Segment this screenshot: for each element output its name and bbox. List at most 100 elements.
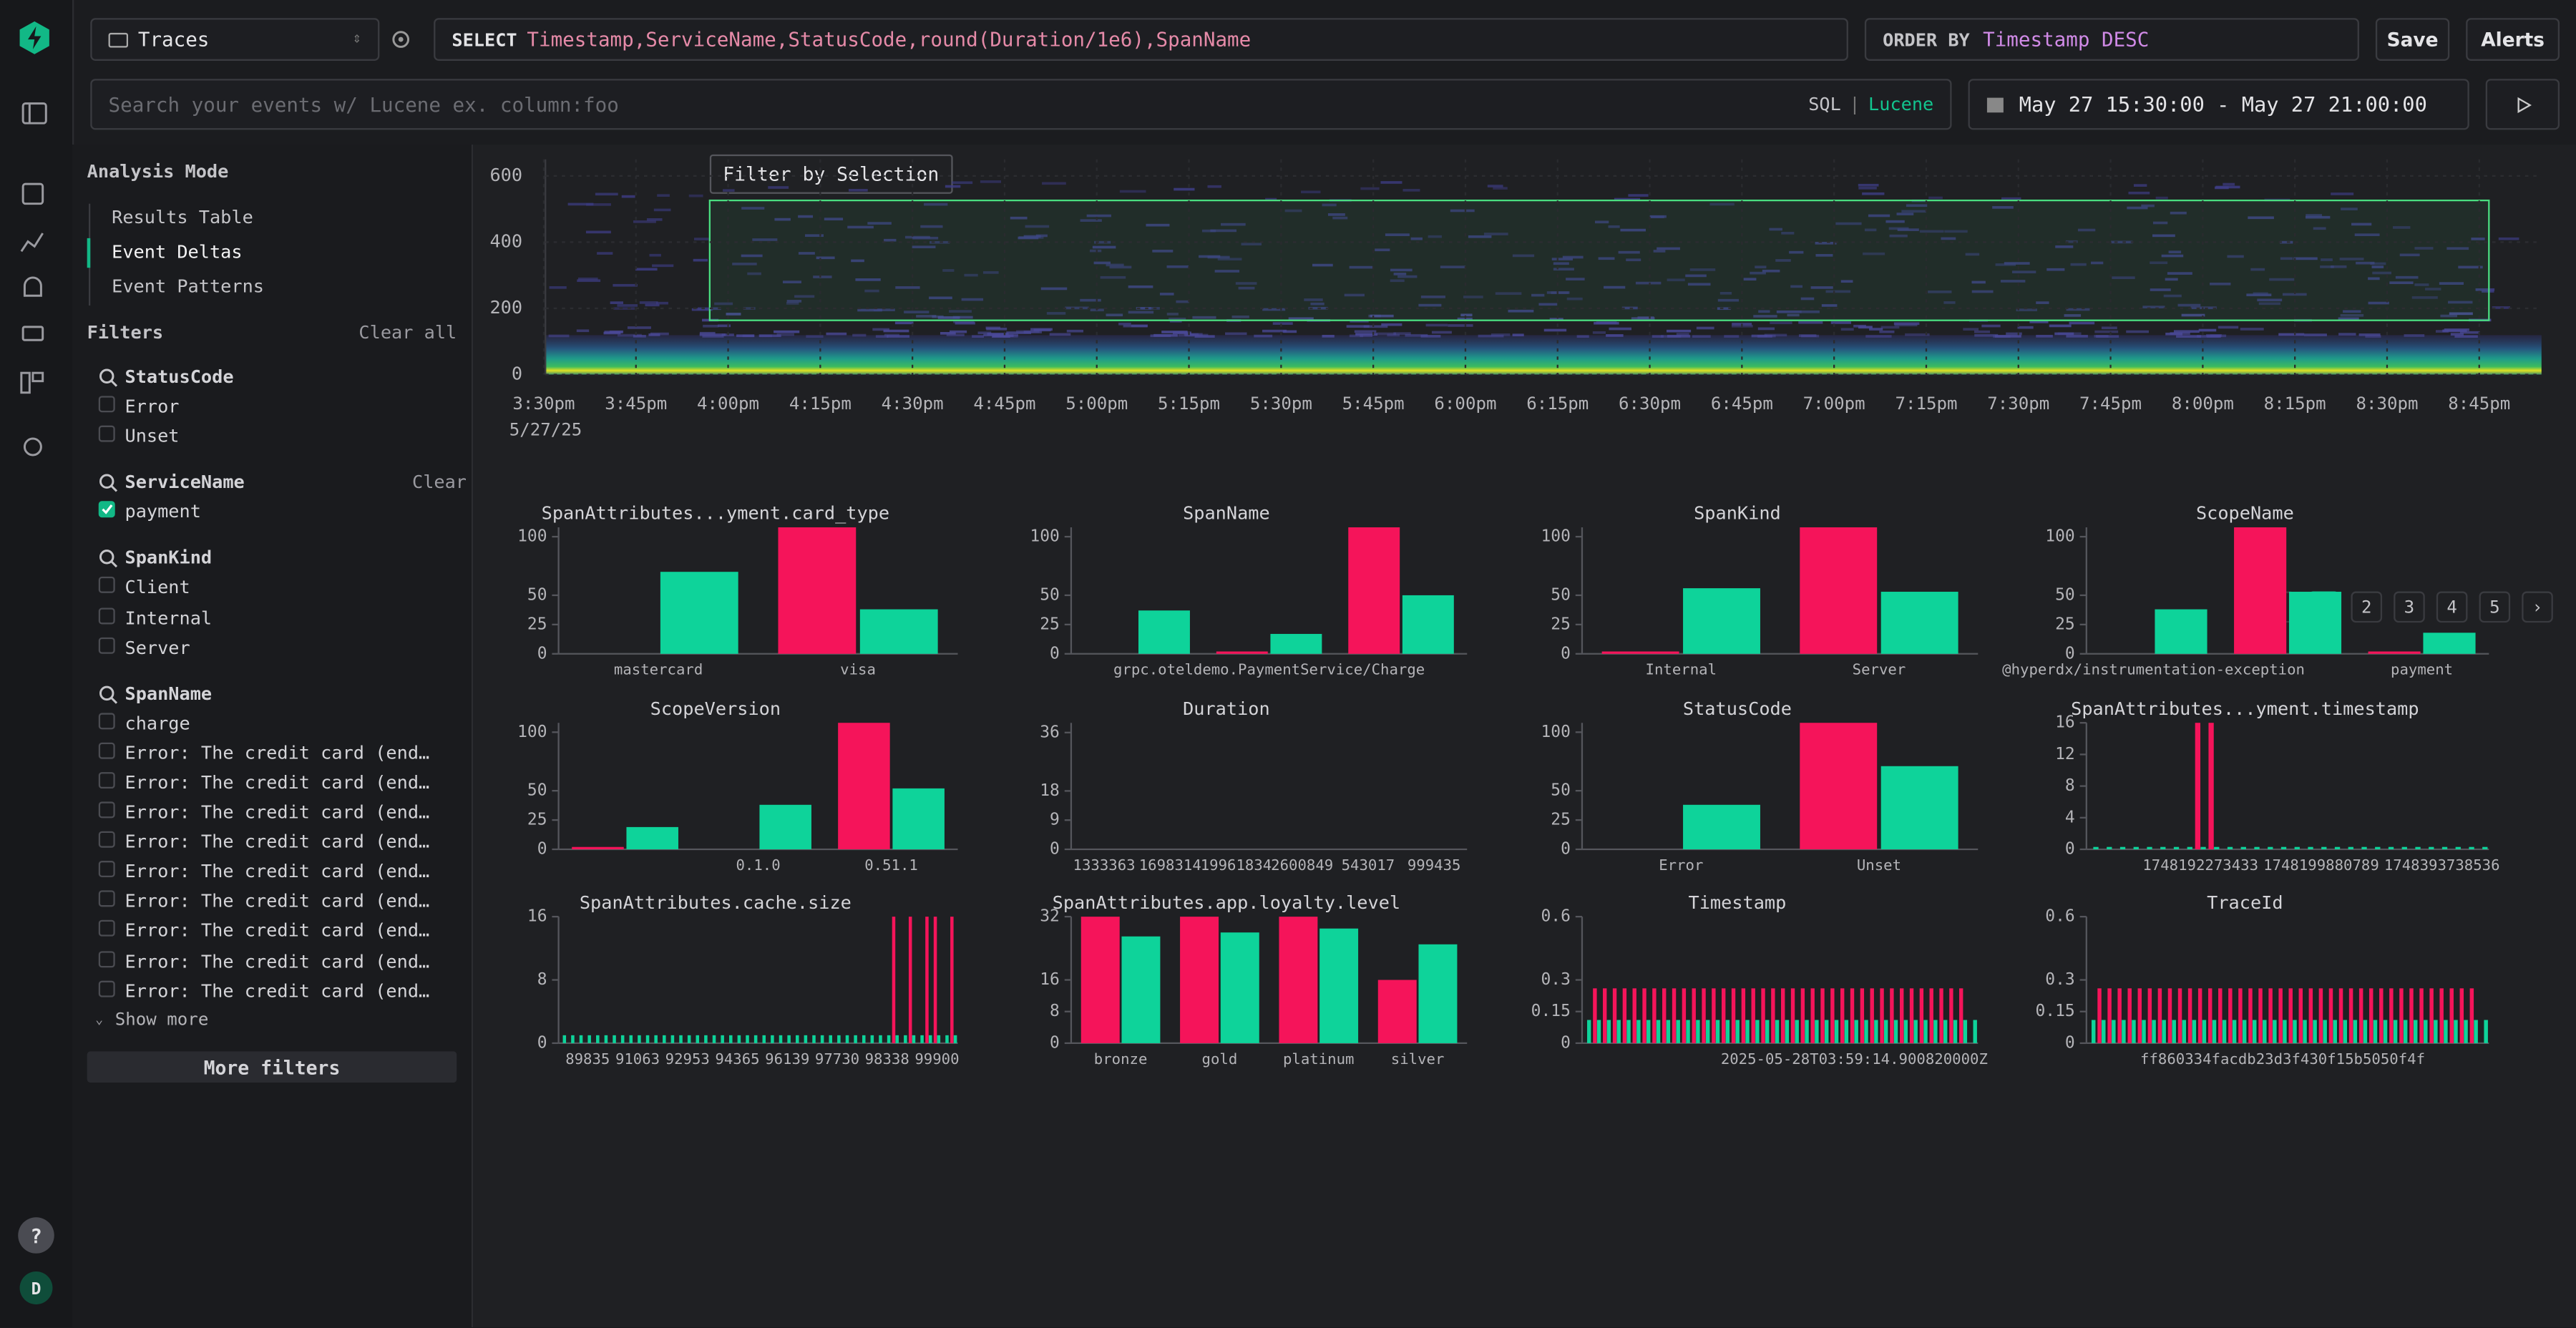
heatmap-speck xyxy=(1606,334,1624,337)
heatmap-speck xyxy=(986,328,1007,331)
bar xyxy=(1348,527,1400,654)
heatmap-speck xyxy=(610,301,623,304)
bar xyxy=(1963,1020,1967,1043)
y-tick-label: 25 xyxy=(2055,615,2075,633)
y-tick-label: 25 xyxy=(527,811,547,829)
bar xyxy=(2142,1020,2145,1043)
bar xyxy=(2212,1020,2216,1043)
bar xyxy=(2243,1020,2246,1043)
bar xyxy=(2178,988,2182,1043)
bar xyxy=(2138,988,2142,1043)
heatmap-speck xyxy=(1123,325,1148,328)
bar xyxy=(2223,1020,2226,1043)
heatmap-speck xyxy=(578,278,598,280)
x-tick-label: 1748192273433 xyxy=(2142,856,2258,874)
bar xyxy=(1874,1020,1878,1043)
heatmap-speck xyxy=(2199,329,2217,332)
x-tick-label: 3:30pm xyxy=(512,394,575,414)
heatmap-speck xyxy=(2404,334,2425,337)
panel-title: ScopeVersion xyxy=(650,698,781,719)
heatmap-speck xyxy=(806,335,823,338)
bar xyxy=(929,1035,932,1043)
bar xyxy=(1683,805,1760,849)
bar xyxy=(2363,1020,2367,1043)
bar xyxy=(1791,988,1795,1043)
heatmap-speck xyxy=(1752,335,1767,338)
bar xyxy=(838,723,890,849)
selection-box[interactable] xyxy=(710,200,2489,321)
x-tick-label: 94365 xyxy=(715,1050,759,1068)
heatmap-speck xyxy=(1798,321,1823,324)
bar xyxy=(1662,988,1666,1043)
bar xyxy=(746,1035,749,1043)
heatmap-speck xyxy=(1869,328,1883,331)
bar xyxy=(2182,1020,2186,1043)
heatmap-speck xyxy=(1364,325,1388,328)
heatmap-speck xyxy=(657,194,670,197)
bar xyxy=(1418,944,1457,1043)
heatmap-speck xyxy=(2058,332,2082,335)
heatmap-speck xyxy=(1865,335,1891,338)
bar xyxy=(2208,988,2212,1043)
bar xyxy=(2375,847,2380,849)
bar xyxy=(1736,1020,1740,1043)
heatmap-speck xyxy=(1841,328,1854,331)
bar xyxy=(2107,847,2112,849)
bar xyxy=(1800,527,1877,654)
bar xyxy=(738,1035,741,1043)
bar xyxy=(2394,1020,2397,1043)
bar xyxy=(2248,988,2252,1043)
y-tick-label: 0.6 xyxy=(2045,907,2074,926)
bar xyxy=(1642,988,1646,1043)
bar xyxy=(2147,847,2152,849)
bar xyxy=(2278,988,2282,1043)
x-tick-label: silver xyxy=(1391,1050,1445,1068)
bar xyxy=(630,1035,633,1043)
bar xyxy=(663,1035,666,1043)
panel-title: TraceId xyxy=(2207,892,2283,913)
bar xyxy=(1881,592,1958,654)
heatmap-speck xyxy=(613,284,638,287)
heatmap-speck xyxy=(2134,184,2147,187)
y-tick-label: 100 xyxy=(1030,527,1059,546)
bar xyxy=(1702,988,1705,1043)
heatmap-speck xyxy=(895,321,914,324)
bar xyxy=(2379,988,2383,1043)
bar xyxy=(2093,847,2098,849)
x-tick-label: 6:15pm xyxy=(1526,394,1589,414)
bar xyxy=(621,1035,625,1043)
heatmap-speck xyxy=(1050,333,1071,336)
bar xyxy=(1959,988,1963,1043)
bar xyxy=(626,827,678,849)
y-tick-label: 32 xyxy=(1040,907,1060,926)
bar xyxy=(1716,1020,1719,1043)
bar xyxy=(713,1035,716,1043)
bar xyxy=(1683,588,1760,654)
y-tick-label: 50 xyxy=(527,781,547,800)
x-tick-label: 7:30pm xyxy=(1987,394,2049,414)
bar xyxy=(779,1035,783,1043)
bar xyxy=(1636,1020,1640,1043)
bar xyxy=(2474,1020,2477,1043)
bar xyxy=(787,1035,791,1043)
bar xyxy=(1795,1020,1799,1043)
bar xyxy=(1722,988,1725,1043)
bar xyxy=(2343,1020,2347,1043)
bar xyxy=(580,1035,583,1043)
bar xyxy=(2228,988,2232,1043)
bar xyxy=(2444,1020,2447,1043)
bar xyxy=(1781,988,1785,1043)
heatmap-speck xyxy=(952,181,972,184)
bar xyxy=(1933,1020,1937,1043)
bar xyxy=(2112,1020,2115,1043)
heatmap-speck xyxy=(2210,334,2226,337)
heatmap-speck xyxy=(826,333,847,336)
heatmap-speck xyxy=(1801,335,1819,338)
y-tick-label: 100 xyxy=(1541,527,1570,546)
heatmap-speck xyxy=(693,259,708,262)
heatmap-speck xyxy=(1577,335,1589,338)
bar xyxy=(2162,1020,2165,1043)
x-tick-label: 7:15pm xyxy=(1895,394,1957,414)
heatmap-speck xyxy=(2126,331,2149,333)
